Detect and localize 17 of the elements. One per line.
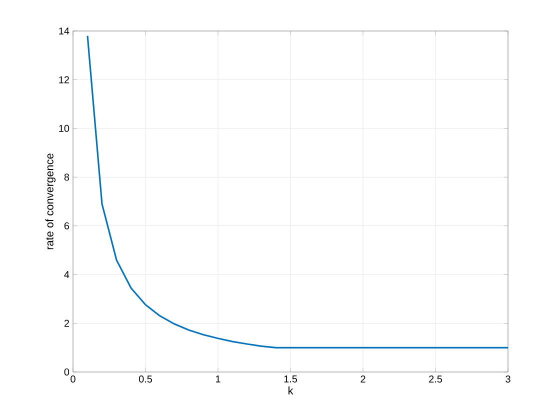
x-tick-label: 2.5 [429,376,442,383]
x-tick-label: 0.5 [138,376,152,383]
x-tick-label: 2 [360,376,366,382]
x-tick-label: 0 [70,376,76,383]
x-tick-label: 1.5 [284,376,298,382]
y-tick-label: 0 [64,368,70,376]
y-tick-label: 2 [64,320,69,327]
y-tick-label: 10 [59,124,70,132]
y-tick-label: 4 [64,271,70,278]
y-tick-label: 8 [64,174,70,181]
y-axis-title: rate of convergence [45,154,56,250]
y-tick-label: 6 [64,222,70,230]
x-tick-label: 1 [216,376,220,382]
y-tick-label: 12 [59,76,69,84]
x-tick-label: 3 [506,376,510,383]
y-tick-label: 14 [59,28,70,34]
x-axis-title: k [288,386,294,394]
